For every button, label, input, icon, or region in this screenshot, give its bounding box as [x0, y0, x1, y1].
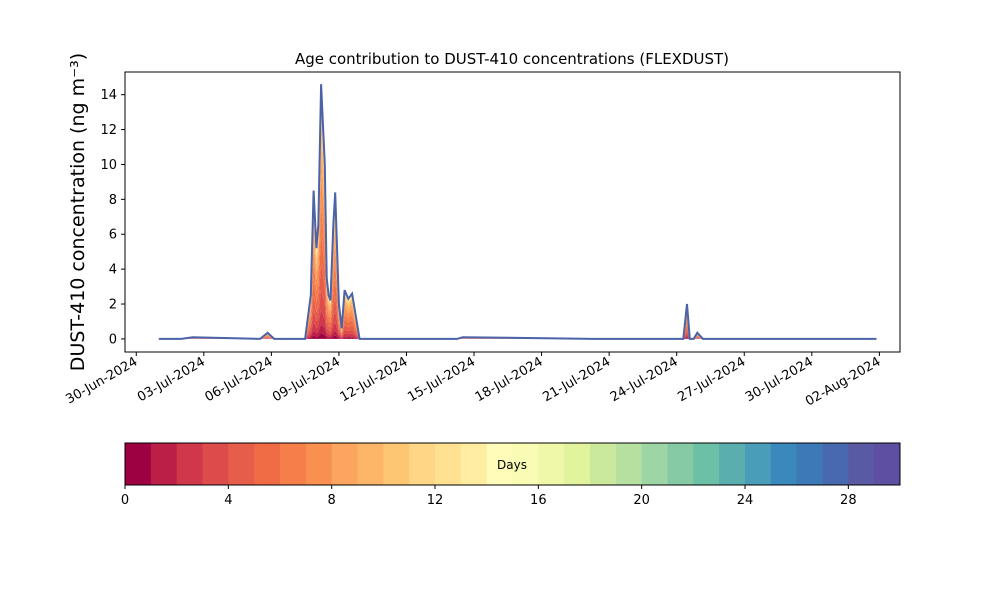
- plot-frame: [124, 71, 901, 353]
- colorbar-cell-19: [615, 443, 643, 485]
- colorbar-cell-0: [125, 443, 152, 485]
- colorbar-cell-4: [228, 443, 255, 485]
- colorbar-cell-13: [460, 443, 488, 485]
- colorbar-label: Days: [497, 458, 527, 472]
- age-band-13: [158, 96, 877, 339]
- age-band-9: [158, 128, 877, 339]
- age-band-3: [158, 289, 877, 339]
- colorbar-cell-29: [874, 443, 901, 485]
- x-tick-label: 06-Jul-2024: [203, 354, 276, 405]
- colorbar-cell-23: [719, 443, 746, 485]
- colorbar-cell-8: [331, 443, 358, 485]
- colorbar-tick-label: 16: [530, 493, 547, 508]
- colorbar-cell-27: [822, 443, 849, 485]
- colorbar-frame: [124, 442, 901, 486]
- x-tick-label: 27-Jul-2024: [675, 354, 748, 405]
- colorbar-tick-label: 24: [737, 493, 754, 508]
- y-tick-label: 2: [109, 298, 117, 313]
- age-band-7: [158, 174, 877, 339]
- age-band-6: [158, 203, 877, 339]
- age-band-26: [158, 86, 877, 339]
- colorbar-cell-18: [590, 443, 617, 485]
- colorbar-tick-label: 0: [121, 493, 129, 508]
- x-tick-label: 21-Jul-2024: [540, 354, 613, 405]
- colorbar-cell-24: [745, 443, 772, 485]
- colorbar-cell-26: [796, 443, 823, 485]
- age-band-25: [158, 86, 877, 339]
- age-band-18: [158, 90, 877, 339]
- colorbar-cell-6: [280, 443, 307, 485]
- age-band-27: [158, 85, 877, 339]
- x-tick-label: 15-Jul-2024: [405, 354, 478, 405]
- colorbar-tick-label: 12: [427, 493, 444, 508]
- age-band-24: [158, 87, 877, 339]
- age-band-5: [158, 234, 877, 339]
- colorbar-cell-3: [202, 443, 229, 485]
- x-tick-label: 09-Jul-2024: [270, 354, 343, 405]
- age-band-8: [158, 148, 877, 339]
- age-band-10: [158, 114, 877, 339]
- colorbar-tick-label: 28: [840, 493, 857, 508]
- age-band-19: [158, 90, 877, 339]
- colorbar-cell-14: [486, 443, 513, 485]
- y-tick-label: 12: [100, 123, 117, 138]
- y-tick-label: 0: [109, 332, 117, 347]
- age-band-22: [158, 88, 877, 339]
- x-tick-label: 24-Jul-2024: [608, 354, 681, 405]
- colorbar-cell-11: [409, 443, 436, 485]
- colorbar-tick-label: 4: [224, 493, 232, 508]
- total-line: [158, 84, 877, 340]
- colorbar-cell-7: [305, 443, 333, 485]
- plot-area: [158, 84, 877, 340]
- colorbar-cell-10: [383, 443, 410, 485]
- colorbar-tick-label: 8: [328, 493, 336, 508]
- chart-title: Age contribution to DUST-410 concentrati…: [295, 50, 729, 68]
- colorbar-cell-1: [150, 443, 178, 485]
- colorbar-cell-28: [848, 443, 875, 485]
- age-band-21: [158, 89, 877, 339]
- y-axis-label: DUST-410 concentration (ng m⁻³): [67, 53, 89, 371]
- colorbar-cell-25: [770, 443, 798, 485]
- x-tick-label: 18-Jul-2024: [473, 354, 546, 405]
- age-band-14: [158, 94, 877, 339]
- y-tick-label: 4: [109, 263, 117, 278]
- colorbar-cell-15: [512, 443, 539, 485]
- y-tick-label: 8: [109, 193, 117, 208]
- x-tick-label: 12-Jul-2024: [338, 354, 411, 405]
- colorbar-cell-9: [357, 443, 384, 485]
- age-band-12: [158, 99, 877, 339]
- colorbar-cell-21: [667, 443, 694, 485]
- age-band-15: [158, 93, 877, 339]
- y-tick-label: 10: [100, 158, 117, 173]
- age-band-4: [158, 264, 877, 339]
- colorbar-cell-16: [538, 443, 565, 485]
- colorbar-cell-17: [564, 443, 591, 485]
- x-tick-label: 03-Jul-2024: [135, 354, 208, 405]
- age-band-20: [158, 89, 877, 339]
- age-band-17: [158, 91, 877, 339]
- colorbar: 0 4 8 12 16 20 24 28: [121, 442, 901, 508]
- age-band-16: [158, 92, 877, 339]
- age-band-29: [158, 84, 877, 339]
- y-tick-label: 14: [100, 88, 117, 103]
- colorbar-cell-5: [254, 443, 281, 485]
- age-band-23: [158, 87, 877, 339]
- x-tick-label: 02-Aug-2024: [803, 354, 883, 409]
- y-axis: 0 2 4 6 8 10 12 14: [100, 88, 125, 347]
- age-band-28: [158, 84, 877, 339]
- colorbar-cell-12: [435, 443, 462, 485]
- colorbar-cell-20: [641, 443, 668, 485]
- colorbar-cell-2: [176, 443, 203, 485]
- colorbar-cell-22: [693, 443, 720, 485]
- x-axis: 30-Jun-202403-Jul-202406-Jul-202409-Jul-…: [63, 352, 883, 410]
- y-tick-label: 6: [109, 228, 117, 243]
- colorbar-tick-label: 20: [633, 493, 650, 508]
- age-band-11: [158, 105, 877, 339]
